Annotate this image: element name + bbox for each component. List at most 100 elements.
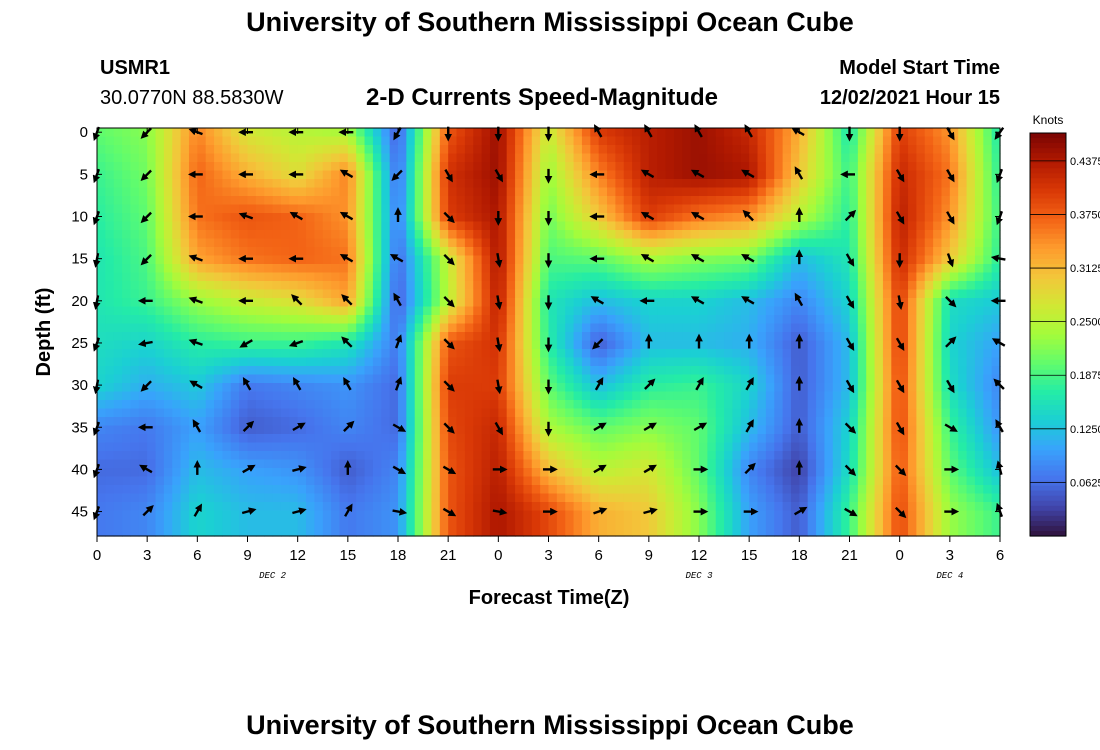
heatmap-cell xyxy=(857,510,867,520)
heatmap-cell xyxy=(364,400,374,410)
heatmap-cell xyxy=(556,306,566,316)
heatmap-cell xyxy=(724,179,734,189)
heatmap-cell xyxy=(255,315,265,325)
heatmap-cell xyxy=(807,162,817,172)
heatmap-cell xyxy=(882,289,892,299)
heatmap-cell xyxy=(949,179,959,189)
heatmap-cell xyxy=(841,374,851,384)
heatmap-cell xyxy=(891,451,901,461)
heatmap-cell xyxy=(138,204,148,214)
heatmap-cell xyxy=(882,332,892,342)
heatmap-cell xyxy=(991,230,1001,240)
heatmap-cell xyxy=(163,468,173,478)
heatmap-cell xyxy=(448,196,458,206)
heatmap-cell xyxy=(122,187,132,197)
heatmap-cell xyxy=(615,451,625,461)
heatmap-cell xyxy=(899,315,909,325)
heatmap-cell xyxy=(849,366,859,376)
heatmap-cell xyxy=(531,442,541,452)
heatmap-cell xyxy=(790,383,800,393)
heatmap-cell xyxy=(581,230,591,240)
heatmap-cell xyxy=(565,289,575,299)
heatmap-cell xyxy=(381,213,391,223)
heatmap-cell xyxy=(556,442,566,452)
heatmap-cell xyxy=(690,408,700,418)
heatmap-cell xyxy=(172,196,182,206)
heatmap-cell xyxy=(406,374,416,384)
heatmap-cell xyxy=(715,204,725,214)
heatmap-cell xyxy=(824,221,834,231)
heatmap-cell xyxy=(222,247,232,257)
heatmap-cell xyxy=(757,366,767,376)
heatmap-cell xyxy=(607,425,616,435)
heatmap-cell xyxy=(924,349,934,359)
heatmap-cell xyxy=(372,442,382,452)
heatmap-cell xyxy=(740,340,750,350)
heatmap-cell xyxy=(908,459,917,469)
heatmap-cell xyxy=(456,383,466,393)
heatmap-cell xyxy=(732,332,742,342)
heatmap-cell xyxy=(531,230,541,240)
heatmap-cell xyxy=(949,145,959,155)
heatmap-cell xyxy=(933,366,943,376)
heatmap-cell xyxy=(515,281,525,291)
heatmap-cell xyxy=(523,230,533,240)
heatmap-cell xyxy=(841,281,851,291)
heatmap-cell xyxy=(657,306,667,316)
heatmap-cell xyxy=(790,221,800,231)
heatmap-cell xyxy=(974,238,984,248)
heatmap-cell xyxy=(949,136,959,146)
heatmap-cell xyxy=(147,493,157,503)
heatmap-cell xyxy=(306,510,315,520)
heatmap-cell xyxy=(289,255,299,265)
heatmap-cell xyxy=(707,349,717,359)
heatmap-cell xyxy=(439,476,449,486)
heatmap-cell xyxy=(590,374,600,384)
heatmap-cell xyxy=(924,468,934,478)
heatmap-cell xyxy=(489,247,499,257)
heatmap-cell xyxy=(97,468,106,478)
heatmap-cell xyxy=(598,425,608,435)
heatmap-cell xyxy=(882,323,892,333)
heatmap-cell xyxy=(949,502,959,512)
heatmap-cell xyxy=(556,196,566,206)
heatmap-cell xyxy=(974,468,984,478)
heatmap-cell xyxy=(832,391,842,401)
heatmap-cell xyxy=(205,485,215,495)
heatmap-cell xyxy=(715,230,725,240)
heatmap-cell xyxy=(816,374,826,384)
heatmap-cell xyxy=(757,196,767,206)
heatmap-cell xyxy=(398,145,407,155)
heatmap-cell xyxy=(222,434,232,444)
heatmap-cell xyxy=(205,417,215,427)
heatmap-cell xyxy=(431,425,441,435)
heatmap-cell xyxy=(707,255,717,265)
heatmap-cell xyxy=(448,442,458,452)
heatmap-cell xyxy=(339,179,349,189)
heatmap-cell xyxy=(916,425,926,435)
heatmap-cell xyxy=(598,493,608,503)
heatmap-cell xyxy=(732,315,742,325)
heatmap-cell xyxy=(665,204,675,214)
heatmap-cell xyxy=(272,136,282,146)
heatmap-cell xyxy=(866,187,876,197)
heatmap-cell xyxy=(356,391,366,401)
heatmap-cell xyxy=(205,493,215,503)
heatmap-cell xyxy=(874,349,884,359)
heatmap-cell xyxy=(331,391,341,401)
heatmap-cell xyxy=(581,272,591,282)
heatmap-cell xyxy=(790,417,800,427)
heatmap-cell xyxy=(431,264,441,274)
heatmap-cell xyxy=(280,170,290,180)
heatmap-cell xyxy=(389,196,399,206)
heatmap-cell xyxy=(255,349,265,359)
heatmap-cell xyxy=(707,323,717,333)
heatmap-cell xyxy=(172,459,182,469)
heatmap-cell xyxy=(280,247,290,257)
heatmap-cell xyxy=(464,510,474,520)
heatmap-cell xyxy=(632,170,642,180)
heatmap-cell xyxy=(97,170,106,180)
heatmap-cell xyxy=(849,162,859,172)
heatmap-cell xyxy=(757,332,767,342)
heatmap-cell xyxy=(372,281,382,291)
